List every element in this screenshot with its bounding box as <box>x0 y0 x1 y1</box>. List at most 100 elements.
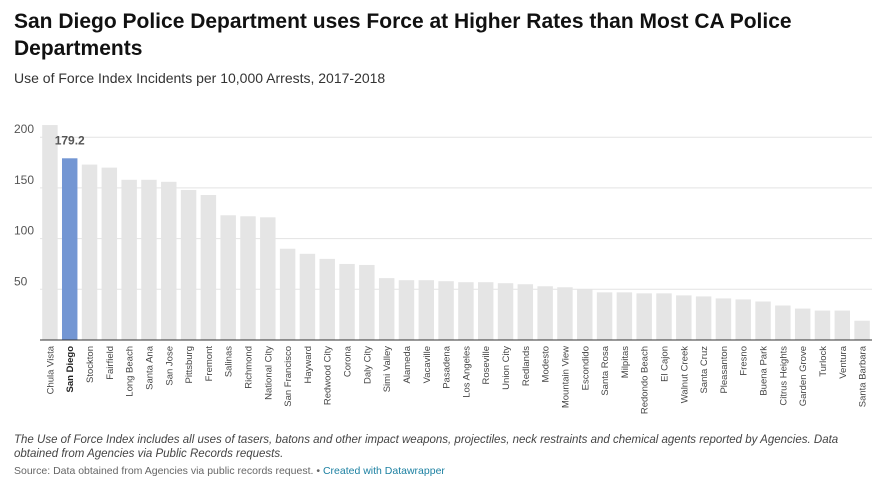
source-line: Source: Data obtained from Agencies via … <box>14 465 445 477</box>
x-tick-label: Roseville <box>481 346 492 385</box>
x-tick-label: Redwood City <box>323 346 334 405</box>
x-axis-labels: Chula Vista San Diego Stockton Fairfield Lon… <box>45 345 868 414</box>
bar <box>240 216 256 340</box>
bar <box>616 292 633 340</box>
bar <box>458 282 474 340</box>
bar <box>656 293 672 340</box>
bar <box>695 296 712 340</box>
bar <box>775 305 791 340</box>
x-tick-label: Pittsburg <box>184 346 195 384</box>
x-tick-label: Walnut Creek <box>679 346 690 403</box>
bar <box>577 289 593 340</box>
bar <box>121 179 137 340</box>
bar <box>557 287 573 340</box>
bar <box>477 282 494 340</box>
bar <box>378 278 395 340</box>
data-labels: 179.2 <box>55 133 85 147</box>
x-tick-label: Pasadena <box>442 345 453 389</box>
bar <box>438 281 454 340</box>
bar <box>676 295 692 340</box>
x-tick-label: El Cajon <box>660 346 671 382</box>
bar-chart: 50 100 150 200 Chula Vista San Diego Stockton… <box>14 122 872 414</box>
x-tick-label: Buena Park <box>759 346 770 396</box>
x-tick-label: Turlock <box>818 346 829 377</box>
bar <box>537 286 553 340</box>
datawrapper-credit-link[interactable]: Created with Datawrapper <box>322 465 445 477</box>
x-tick-label: Los Angeles <box>461 346 472 398</box>
bar <box>220 215 236 340</box>
x-tick-label: Santa Ana <box>144 345 155 390</box>
bar <box>141 179 157 340</box>
chart-subtitle: Use of Force Index Incidents per 10,000 … <box>14 70 386 86</box>
bar <box>339 263 355 340</box>
bar <box>279 248 296 340</box>
bar <box>735 299 751 340</box>
bar <box>497 283 514 340</box>
x-tick-label: San Francisco <box>283 346 294 407</box>
bar <box>418 280 435 340</box>
x-tick-label: Santa Cruz <box>699 346 710 394</box>
chart-title: San Diego Police Department uses Force a… <box>14 10 792 60</box>
x-tick-label: Citrus Heights <box>778 346 789 406</box>
x-tick-label: Simi Valley <box>382 346 393 393</box>
x-tick-label: Mountain View <box>560 346 571 408</box>
bar <box>755 301 771 340</box>
bar <box>854 320 870 340</box>
x-tick-label: San Jose <box>164 346 175 386</box>
bar <box>814 310 831 340</box>
bar <box>101 167 118 340</box>
grid-lines <box>40 136 872 290</box>
x-tick-label: National City <box>263 346 274 400</box>
y-tick-label: 200 <box>14 122 34 136</box>
bar <box>359 264 375 340</box>
x-tick-label: Modesto <box>541 346 552 382</box>
x-tick-label: Redondo Beach <box>640 346 651 414</box>
x-tick-label: Fairfield <box>105 346 116 380</box>
y-tick-label: 50 <box>14 274 28 288</box>
bar <box>794 308 811 340</box>
source-separator: • <box>313 465 323 477</box>
x-tick-label: San Diego <box>65 346 76 393</box>
x-tick-label: Chula Vista <box>45 345 56 394</box>
x-tick-label: Alameda <box>402 345 413 383</box>
x-tick-label: Richmond <box>244 346 255 389</box>
x-tick-label: Santa Rosa <box>600 345 611 395</box>
bar <box>398 280 415 340</box>
x-tick-label: Ventura <box>838 345 849 378</box>
x-tick-label: Pleasanton <box>719 346 730 394</box>
x-tick-label: Hayward <box>303 346 314 384</box>
bars <box>42 125 870 340</box>
bar <box>260 217 276 340</box>
x-tick-label: Long Beach <box>125 346 136 397</box>
x-tick-label: Redlands <box>521 346 532 386</box>
bar <box>299 253 316 340</box>
y-axis: 50 100 150 200 <box>14 122 34 288</box>
bar <box>180 189 197 340</box>
x-tick-label: Salinas <box>224 346 235 377</box>
bar <box>517 284 534 340</box>
bar <box>200 195 217 340</box>
x-tick-label: Fremont <box>204 346 215 382</box>
x-tick-label: Garden Grove <box>798 346 809 406</box>
x-tick-label: Fresno <box>739 346 750 376</box>
x-tick-label: Union City <box>501 346 512 390</box>
x-tick-label: Stockton <box>85 346 96 383</box>
source-text: Source: Data obtained from Agencies via … <box>14 465 314 477</box>
bar <box>319 258 335 340</box>
y-tick-label: 150 <box>14 173 34 187</box>
x-tick-label: Corona <box>343 345 354 377</box>
bar <box>715 298 732 340</box>
bar <box>596 292 613 340</box>
bar <box>61 158 78 340</box>
x-tick-label: Daly City <box>362 346 373 384</box>
bar <box>636 293 652 340</box>
x-tick-label: Milpitas <box>620 346 631 378</box>
y-tick-label: 100 <box>14 224 34 238</box>
footnote: The Use of Force Index includes all uses… <box>14 434 839 460</box>
x-tick-label: Vacaville <box>422 346 433 383</box>
bar <box>161 181 177 340</box>
x-tick-label: Santa Barbara <box>858 345 869 407</box>
bar <box>834 310 851 340</box>
bar <box>42 125 58 340</box>
x-tick-label: Escondido <box>580 346 591 390</box>
